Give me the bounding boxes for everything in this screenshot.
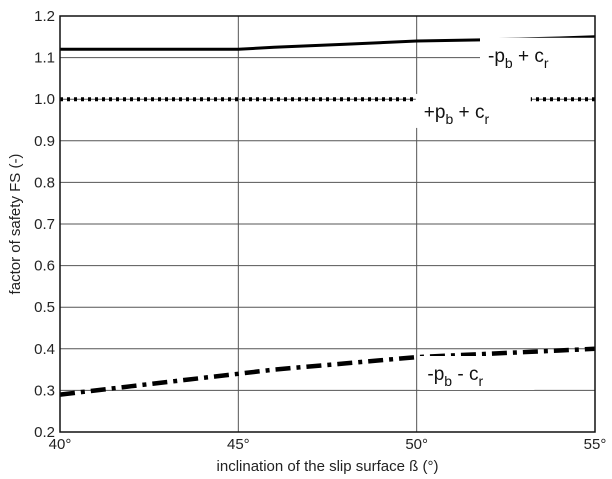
y-tick-label: 0.3	[34, 382, 55, 399]
series-label-part: r	[544, 55, 549, 71]
series-label-0: -pb + cr	[488, 46, 549, 71]
y-tick-label: 0.9	[34, 133, 55, 150]
series-label-background	[415, 93, 531, 128]
series-label-part: b	[445, 111, 453, 127]
series-label-part: r	[484, 111, 489, 127]
y-tick-label: 0.7	[34, 216, 55, 233]
series-line-2	[59, 346, 596, 397]
series-label-part: p	[494, 46, 505, 67]
y-tick-label: 1.2	[34, 8, 55, 25]
series-label-part: -	[452, 364, 469, 385]
series-label-2: -pb - cr	[427, 364, 483, 389]
series-label-part: b	[505, 55, 513, 71]
series-label-part: -	[427, 364, 433, 385]
y-tick-label: 0.5	[34, 299, 55, 316]
series-label-part: p	[434, 364, 445, 385]
y-tick-label: 0.4	[34, 341, 55, 358]
series-labels: -pb + cr+pb + cr-pb - cr	[415, 37, 595, 390]
series-label-background	[480, 37, 595, 72]
grid	[60, 16, 595, 432]
series-label-background	[419, 356, 535, 390]
x-tick-label: 50°	[405, 436, 428, 453]
series-label-part: c	[469, 364, 479, 385]
series-label-part: +	[513, 46, 535, 67]
y-tick-label: 0.6	[34, 258, 55, 275]
series-label-part: r	[478, 373, 483, 389]
tick-labels: 0.2 0.3 0.4 0.5 0.6 0.7 0.8 0.9 1.0 1.1 1.2 40° 45° 5…	[34, 8, 606, 453]
x-axis-label: inclination of the slip surface ß (°)	[217, 458, 439, 475]
x-tick-label: 45°	[227, 436, 250, 453]
series-label-1: +pb + cr	[424, 102, 490, 127]
y-tick-label: 1.0	[34, 91, 55, 108]
series-label-part: -	[488, 46, 494, 67]
series-label-part: p	[435, 102, 446, 123]
series-lines	[59, 35, 596, 397]
series-label-part: +	[453, 102, 475, 123]
series-label-part: b	[444, 373, 452, 389]
y-tick-label: 0.8	[34, 174, 55, 191]
y-tick-label: 1.1	[34, 50, 55, 67]
x-tick-label: 40°	[49, 436, 72, 453]
x-tick-label: 55°	[584, 436, 607, 453]
plot-frame	[59, 15, 596, 433]
series-label-part: c	[475, 102, 485, 123]
series-label-part: c	[534, 46, 544, 67]
series-label-part: +	[424, 102, 435, 123]
y-tick-label: 0.2	[34, 424, 55, 441]
y-axis-label: factor of safety FS (-)	[7, 154, 24, 295]
